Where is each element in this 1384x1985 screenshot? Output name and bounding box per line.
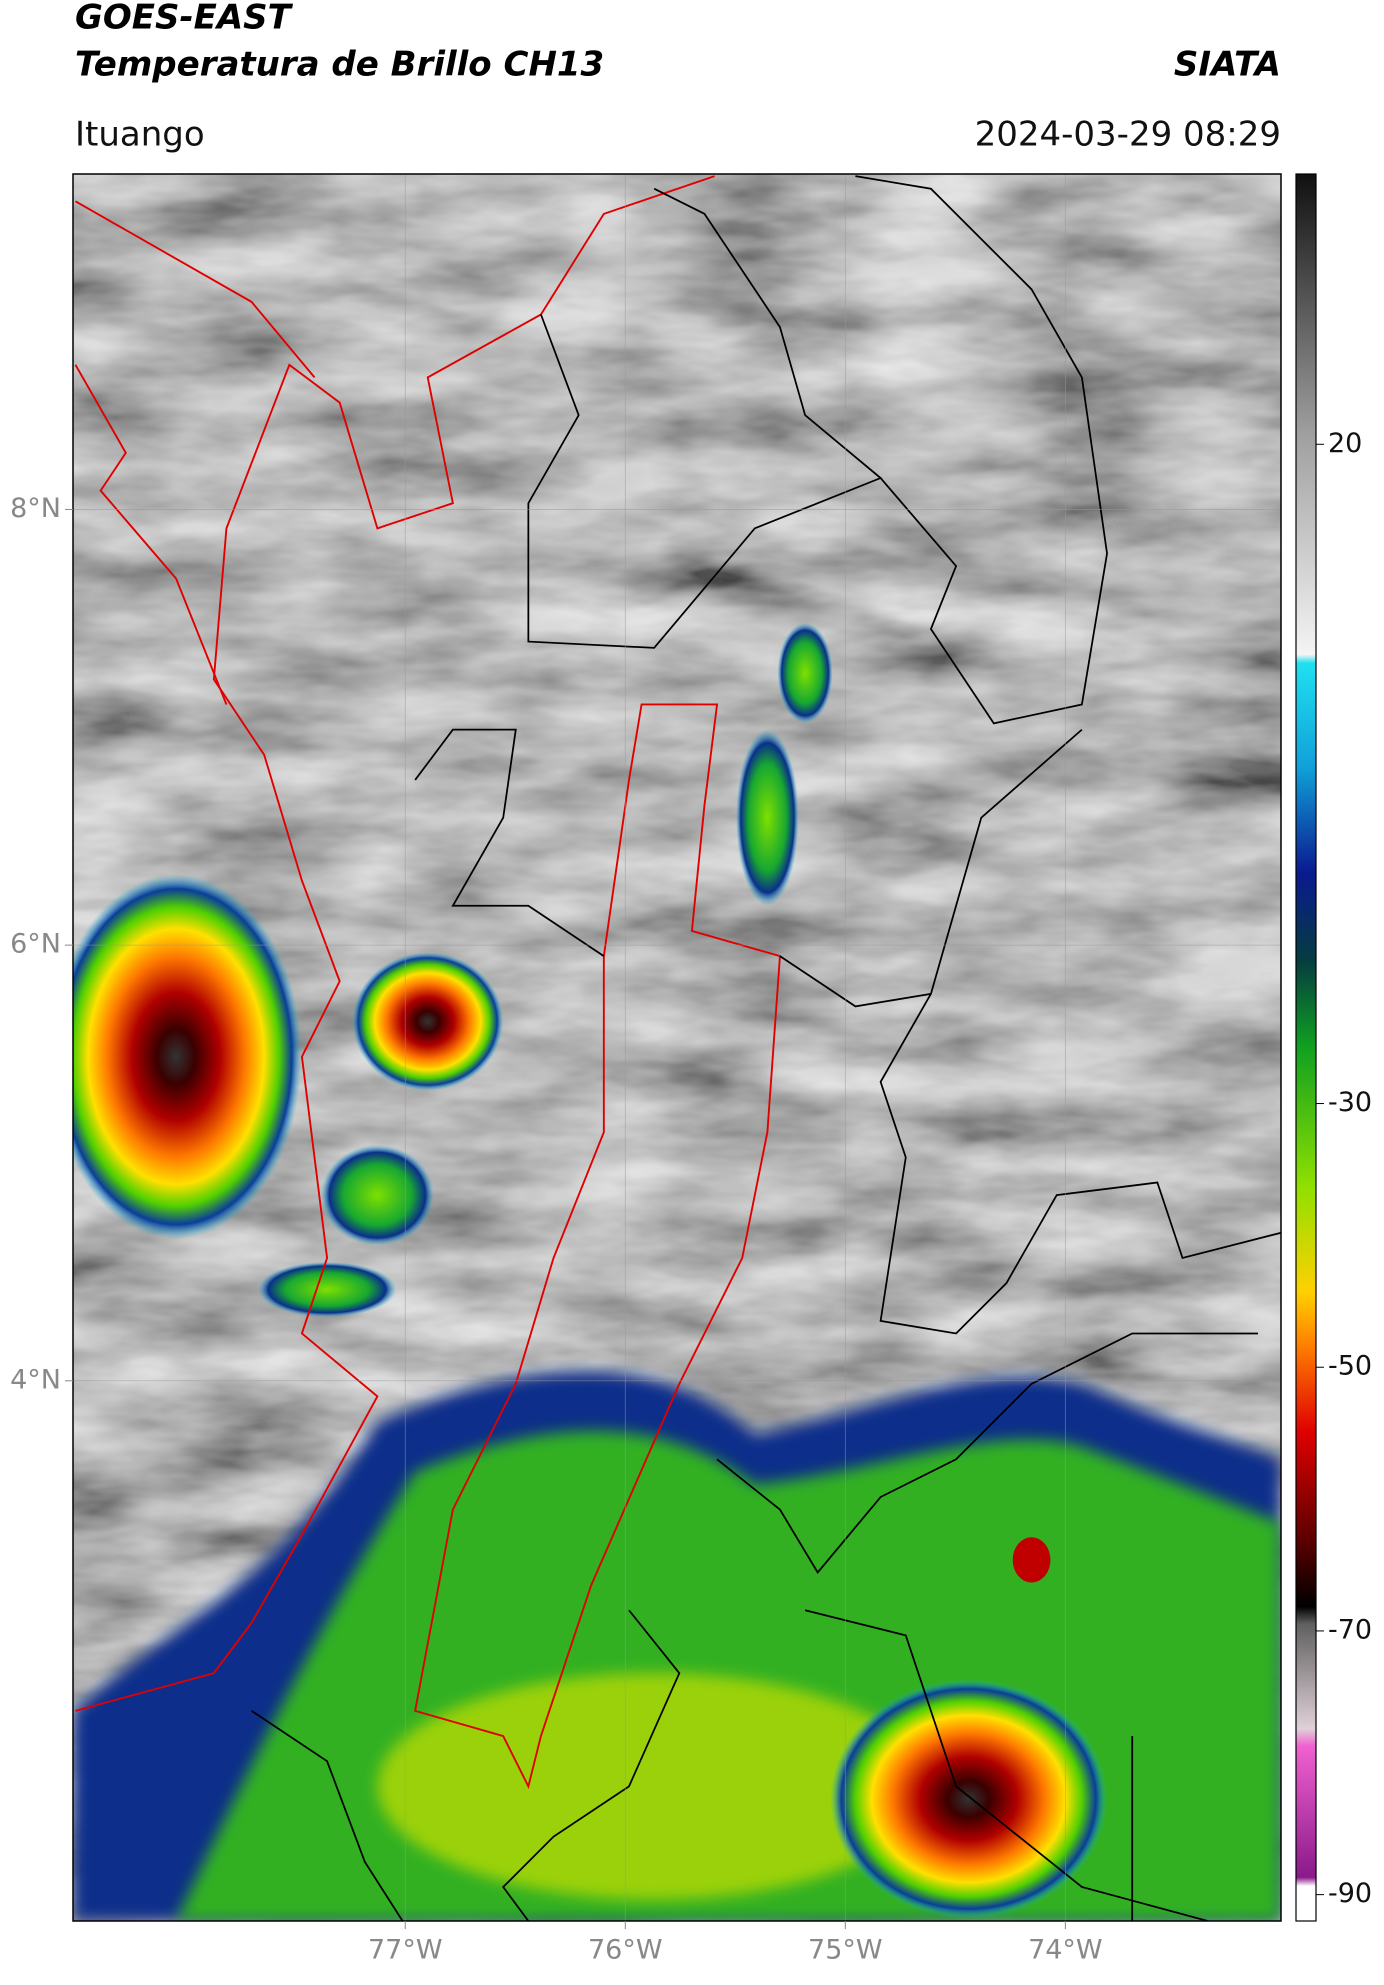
colorbar xyxy=(1295,173,1317,1922)
map-frame xyxy=(72,173,1282,1922)
region: Ituango xyxy=(75,115,205,155)
lon-tick-label: 74°W xyxy=(1028,1935,1103,1966)
colorbar-tick-label: -90 xyxy=(1328,1878,1372,1909)
region-outline xyxy=(414,703,781,1790)
lon-tick-label: 77°W xyxy=(368,1935,443,1966)
source: SIATA xyxy=(1174,45,1281,85)
lon-tick-label: 76°W xyxy=(588,1935,663,1966)
lat-tick-label: 6°N xyxy=(10,929,61,960)
admin-border xyxy=(251,175,1281,1921)
coastline xyxy=(75,175,715,1712)
lat-tick-label: 8°N xyxy=(10,493,61,524)
storm-cell xyxy=(830,1679,1108,1919)
grid xyxy=(73,174,1281,1921)
title-line1: GOES-EAST xyxy=(75,0,294,38)
colorbar-tick-label: -70 xyxy=(1328,1614,1372,1645)
map xyxy=(73,174,1281,1921)
cold-cloud-patch xyxy=(377,1673,931,1900)
cloud-cell xyxy=(735,729,799,906)
storm-cell xyxy=(73,874,302,1240)
ticks: 77°W 76°W 75°W 74°W 8°N 6°N 4°N 20 -30 -50 -70 -90 xyxy=(10,428,1372,1966)
title-line2: Temperatura de Brillo CH13 xyxy=(75,45,604,85)
border xyxy=(74,200,316,705)
lat-tick-label: 4°N xyxy=(10,1364,61,1395)
colorbar-tick-label: 20 xyxy=(1328,428,1362,459)
storm-cell xyxy=(352,952,504,1091)
cloud-cell xyxy=(777,622,833,724)
cloud-cell xyxy=(1012,1537,1051,1583)
cloud-cell xyxy=(320,1144,435,1246)
colorbar-tick-label: -30 xyxy=(1328,1087,1372,1118)
datetime: 2024-03-29 08:29 xyxy=(975,115,1281,155)
imagery xyxy=(73,175,1281,1921)
colorbar-tick-label: -50 xyxy=(1328,1351,1372,1382)
lon-tick-label: 75°W xyxy=(808,1935,883,1966)
cloud-cell xyxy=(257,1261,397,1318)
